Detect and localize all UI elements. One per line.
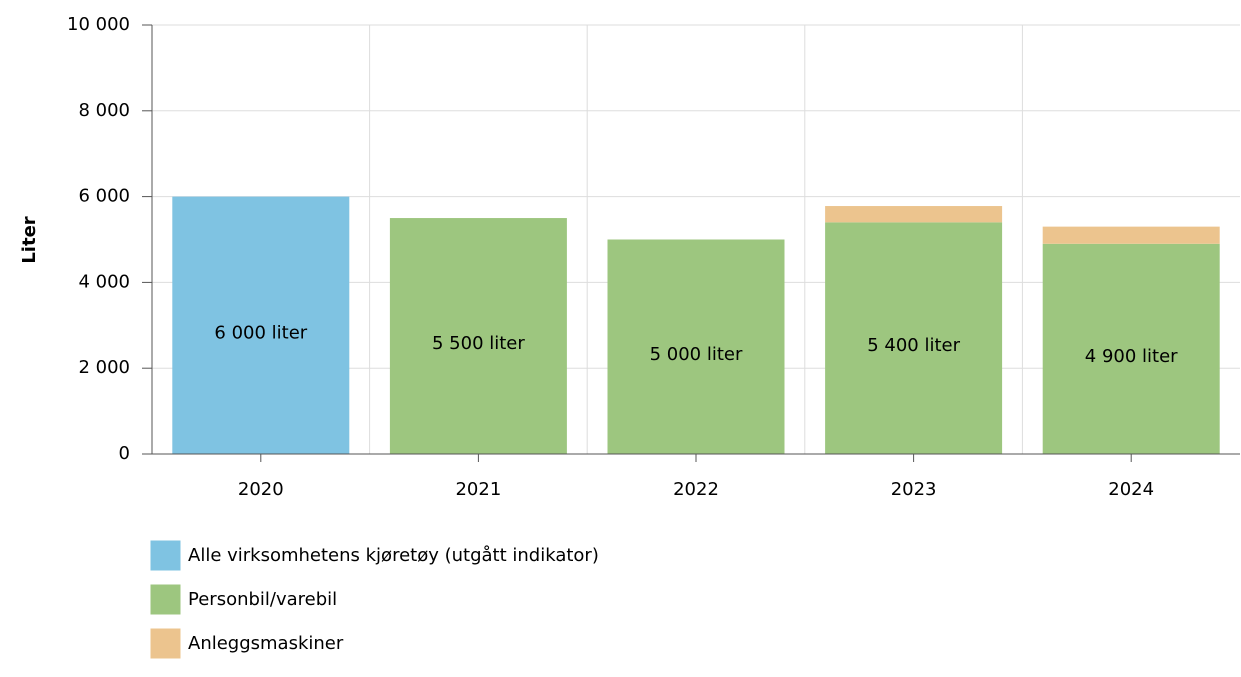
x-tick-label: 2021 (455, 479, 501, 500)
y-tick-label: 8 000 (78, 100, 130, 121)
legend-label: Alle virksomhetens kjøretøy (utgått indi… (188, 545, 599, 566)
legend-swatch (150, 628, 181, 659)
bar-segment (1042, 243, 1220, 454)
data-label: 5 400 liter (867, 335, 960, 356)
legend-swatch (150, 584, 181, 615)
x-tick-label: 2020 (238, 479, 284, 500)
data-label: 5 000 liter (650, 344, 743, 365)
y-tick-label: 2 000 (78, 357, 130, 378)
bar-segment (1042, 226, 1220, 244)
bar-segment (172, 196, 350, 454)
x-tick-label: 2024 (1108, 479, 1154, 500)
y-tick-label: 4 000 (78, 271, 130, 292)
legend-label: Personbil/varebil (188, 589, 337, 610)
x-tick-label: 2023 (891, 479, 937, 500)
data-label: 4 900 liter (1085, 346, 1178, 367)
y-tick-label: 0 (119, 443, 130, 464)
bar-segment (825, 206, 1003, 223)
y-axis-label: Liter (19, 216, 40, 263)
y-tick-label: 10 000 (67, 14, 130, 35)
bar-segment (389, 218, 567, 454)
bar-segment (825, 222, 1003, 454)
legend-swatch (150, 540, 181, 571)
data-label: 5 500 liter (432, 333, 525, 354)
x-tick-label: 2022 (673, 479, 719, 500)
legend-label: Anleggsmaskiner (188, 633, 344, 654)
data-label: 6 000 liter (214, 322, 307, 343)
bar-segment (607, 239, 785, 454)
y-tick-label: 6 000 (78, 186, 130, 207)
